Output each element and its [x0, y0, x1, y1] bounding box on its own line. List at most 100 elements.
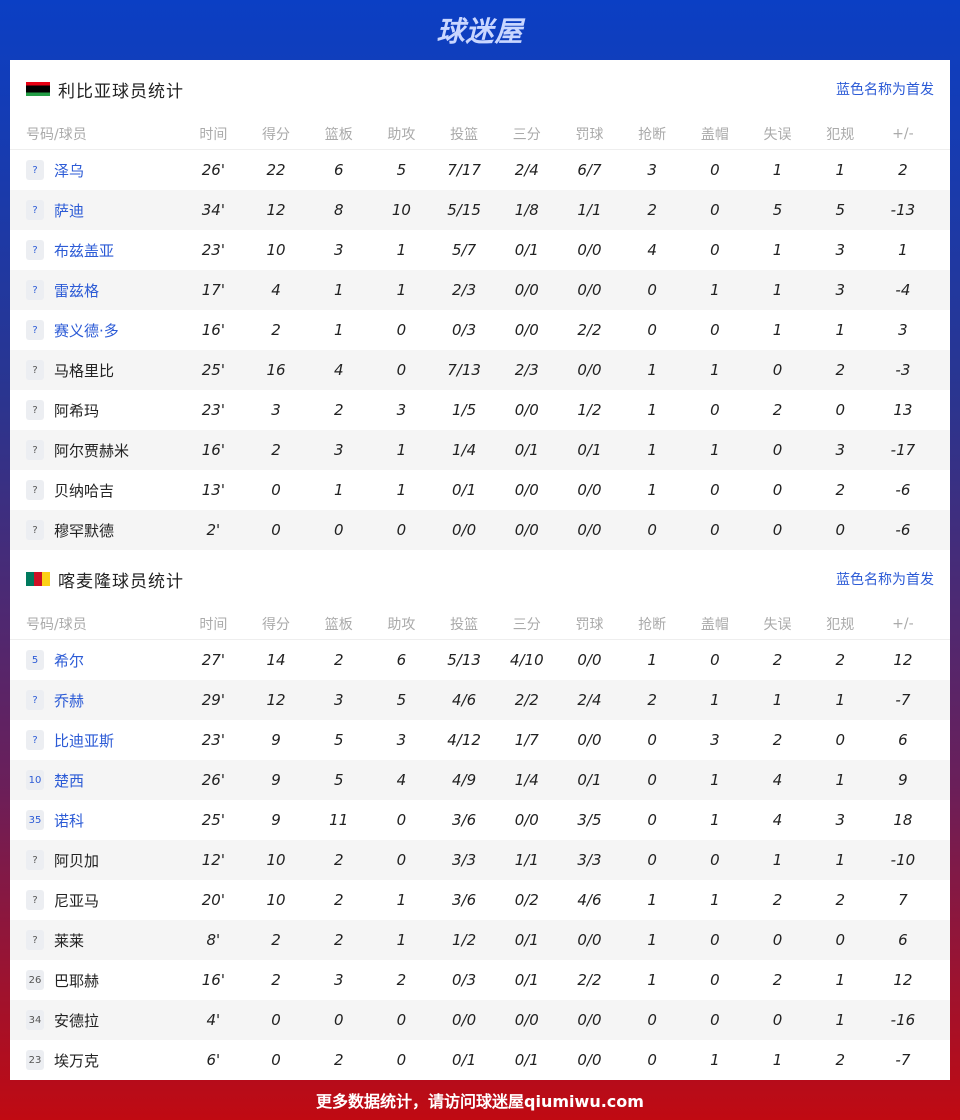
player-row[interactable]: ? 赛义德·多 16' 2 1 0 0/3 0/0 2/2 0 0 1 1 3	[10, 310, 950, 350]
player-row[interactable]: 23 埃万克 6' 0 2 0 0/1 0/1 0/0 0 1 1 2 -7	[10, 1040, 950, 1080]
stat-cell: 4	[333, 361, 344, 379]
stat-cell: 3	[333, 691, 344, 709]
column-header[interactable]: 助攻	[387, 126, 416, 143]
column-header[interactable]: 投篮	[450, 616, 479, 633]
stat-cell: 1	[647, 401, 657, 419]
player-name[interactable]: 布兹盖亚	[54, 241, 115, 260]
column-header[interactable]: 篮板	[324, 616, 353, 633]
player-name[interactable]: 比迪亚斯	[54, 731, 115, 750]
player-name[interactable]: 埃万克	[54, 1051, 100, 1070]
player-name[interactable]: 萨迪	[54, 201, 85, 220]
jersey-number: ?	[26, 360, 44, 380]
player-name[interactable]: 尼亚马	[54, 891, 100, 910]
stat-cell: 0	[835, 931, 845, 949]
column-header[interactable]: 犯规	[826, 126, 855, 143]
player-name[interactable]: 雷兹格	[54, 281, 100, 300]
stat-cell: 4/6	[577, 891, 602, 909]
column-header[interactable]: 篮板	[324, 126, 353, 143]
column-header[interactable]: 三分	[512, 616, 541, 633]
player-row[interactable]: 34 安德拉 4' 0 0 0 0/0 0/0 0/0 0 0 0 1 -16	[10, 1000, 950, 1040]
player-name[interactable]: 楚西	[54, 771, 85, 790]
player-name[interactable]: 诺科	[54, 811, 85, 830]
player-name[interactable]: 莱莱	[54, 931, 85, 950]
stat-cell: 3	[396, 731, 407, 749]
section-title: 利比亚球员统计	[58, 81, 184, 102]
player-row[interactable]: 10 楚西 26' 9 5 4 4/9 1/4 0/1 0 1 4 1 9	[10, 760, 950, 800]
stat-cell: 1	[772, 281, 783, 299]
player-row[interactable]: ? 穆罕默德 2' 0 0 0 0/0 0/0 0/0 0 0 0 0 -6	[10, 510, 950, 550]
stat-cell: 11	[329, 811, 349, 829]
column-header[interactable]: 号码/球员	[26, 126, 87, 143]
stat-cell: -6	[895, 481, 911, 499]
player-name[interactable]: 泽乌	[54, 161, 85, 180]
column-header[interactable]: 三分	[512, 126, 541, 143]
player-row[interactable]: 35 诺科 25' 9 11 0 3/6 0/0 3/5 0 1 4 3 18	[10, 800, 950, 840]
player-name[interactable]: 阿贝加	[54, 851, 100, 870]
player-row[interactable]: ? 马格里比 25' 16 4 0 7/13 2/3 0/0 1 1 0 2 -3	[10, 350, 950, 390]
player-name[interactable]: 巴耶赫	[54, 971, 100, 990]
player-row[interactable]: ? 比迪亚斯 23' 9 5 3 4/12 1/7 0/0 0 3 2 0 6	[10, 720, 950, 760]
player-row[interactable]: ? 阿尔贾赫米 16' 2 3 1 1/4 0/1 0/1 1 1 0 3 -17	[10, 430, 950, 470]
column-header[interactable]: 时间	[199, 126, 228, 143]
player-row[interactable]: ? 布兹盖亚 23' 10 3 1 5/7 0/1 0/0 4 0 1 3 1	[10, 230, 950, 270]
column-header[interactable]: 得分	[262, 616, 291, 633]
player-row[interactable]: ? 阿希玛 23' 3 2 3 1/5 0/0 1/2 1 0 2 0 13	[10, 390, 950, 430]
section-header: 利比亚球员统计 蓝色名称为首发	[10, 60, 950, 118]
player-name[interactable]: 阿希玛	[54, 401, 100, 420]
player-row[interactable]: ? 莱莱 8' 2 2 1 1/2 0/1 0/0 1 0 0 0 6	[10, 920, 950, 960]
stat-cell: 1	[647, 651, 657, 669]
column-header[interactable]: +/-	[892, 615, 914, 632]
player-name[interactable]: 乔赫	[54, 691, 85, 710]
player-row[interactable]: ? 贝纳哈吉 13' 0 1 1 0/1 0/0 0/0 1 0 0 2 -6	[10, 470, 950, 510]
column-header[interactable]: 盖帽	[700, 616, 729, 633]
stat-cell: 17'	[201, 281, 225, 299]
stat-cell: 34'	[201, 201, 225, 219]
column-header[interactable]: 时间	[199, 616, 228, 633]
column-header-row: 号码/球员 时间 得分 篮板 助攻 投篮 三分 罚球 抢断 盖帽 失误 犯规 +/-	[10, 608, 950, 640]
stat-cell: -3	[895, 361, 911, 379]
player-row[interactable]: ? 尼亚马 20' 10 2 1 3/6 0/2 4/6 1 1 2 2 7	[10, 880, 950, 920]
stat-cell: 0	[647, 1051, 657, 1069]
column-header[interactable]: 号码/球员	[26, 616, 87, 633]
stat-cell: 0	[772, 361, 783, 379]
player-row[interactable]: ? 泽乌 26' 22 6 5 7/17 2/4 6/7 3 0 1 1 2	[10, 150, 950, 190]
player-row[interactable]: 5 希尔 27' 14 2 6 5/13 4/10 0/0 1 0 2 2 12	[10, 640, 950, 680]
column-header[interactable]: 抢断	[638, 616, 667, 633]
stat-cell: 1	[835, 771, 845, 789]
stat-cell: 2	[333, 891, 344, 909]
stat-cell: 1	[835, 1011, 845, 1029]
player-row[interactable]: ? 乔赫 29' 12 3 5 4/6 2/2 2/4 2 1 1 1 -7	[10, 680, 950, 720]
stat-cell: 1	[710, 281, 720, 299]
stat-cell: 2	[835, 651, 845, 669]
column-header[interactable]: 失误	[763, 616, 792, 633]
column-header[interactable]: 得分	[262, 126, 291, 143]
stat-cell: 10	[266, 241, 286, 259]
stat-cell: 6	[396, 651, 407, 669]
column-header[interactable]: 失误	[763, 126, 792, 143]
stat-cell: 0	[710, 161, 720, 179]
player-row[interactable]: ? 阿贝加 12' 10 2 0 3/3 1/1 3/3 0 0 1 1 -10	[10, 840, 950, 880]
player-row[interactable]: ? 雷兹格 17' 4 1 1 2/3 0/0 0/0 0 1 1 3 -4	[10, 270, 950, 310]
column-header[interactable]: +/-	[892, 125, 914, 142]
column-header[interactable]: 助攻	[387, 616, 416, 633]
stat-cell: -16	[890, 1011, 916, 1029]
player-name[interactable]: 马格里比	[54, 361, 115, 380]
player-row[interactable]: ? 萨迪 34' 12 8 10 5/15 1/8 1/1 2 0 5 5 -13	[10, 190, 950, 230]
player-name[interactable]: 阿尔贾赫米	[54, 441, 130, 460]
stat-cell: 3	[710, 731, 720, 749]
player-name[interactable]: 贝纳哈吉	[54, 481, 115, 500]
player-name[interactable]: 安德拉	[54, 1011, 100, 1030]
stat-cell: 2	[772, 891, 783, 909]
player-row[interactable]: 26 巴耶赫 16' 2 3 2 0/3 0/1 2/2 1 0 2 1 12	[10, 960, 950, 1000]
column-header[interactable]: 罚球	[575, 616, 604, 633]
player-name[interactable]: 希尔	[54, 651, 85, 670]
column-header[interactable]: 投篮	[450, 126, 479, 143]
column-header[interactable]: 罚球	[575, 126, 604, 143]
player-name[interactable]: 赛义德·多	[54, 321, 119, 340]
stat-cell: 1	[835, 691, 845, 709]
column-header[interactable]: 犯规	[826, 616, 855, 633]
player-name[interactable]: 穆罕默德	[54, 521, 115, 540]
column-header[interactable]: 盖帽	[700, 126, 729, 143]
column-header[interactable]: 抢断	[638, 126, 667, 143]
stat-cell: 1	[772, 161, 783, 179]
